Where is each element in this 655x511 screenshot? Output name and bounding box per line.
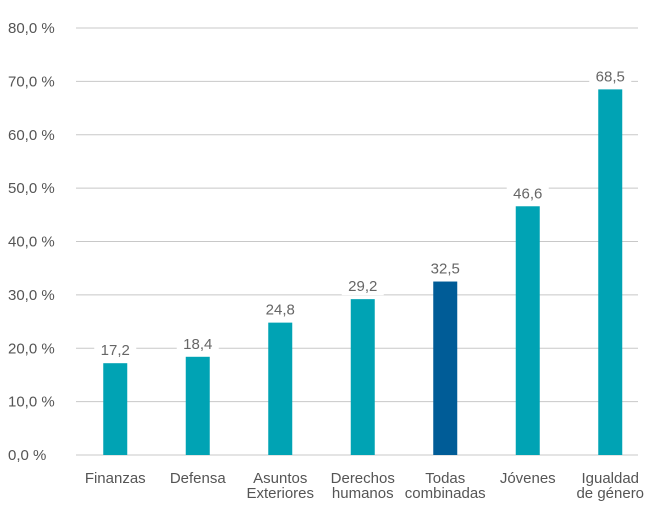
category-label: Jóvenes bbox=[500, 470, 556, 487]
category-label: Exteriores bbox=[246, 485, 314, 502]
category-label: Finanzas bbox=[85, 470, 146, 487]
value-label-background bbox=[94, 340, 137, 360]
y-tick-label: 70,0 % bbox=[8, 73, 55, 90]
category-label: humanos bbox=[332, 485, 394, 502]
bar bbox=[103, 363, 128, 455]
category-label: de género bbox=[576, 485, 644, 502]
bar bbox=[433, 281, 458, 455]
category-label: Asuntos bbox=[253, 470, 307, 487]
bar bbox=[515, 206, 540, 455]
y-tick-label: 0,0 % bbox=[8, 447, 46, 464]
bar bbox=[350, 299, 375, 455]
value-label-background bbox=[176, 333, 219, 353]
value-label: 32,5 bbox=[431, 261, 460, 278]
y-tick-label: 40,0 % bbox=[8, 234, 55, 251]
value-label: 29,2 bbox=[348, 278, 377, 295]
y-tick-label: 30,0 % bbox=[8, 287, 55, 304]
value-label-background bbox=[424, 258, 467, 278]
bars bbox=[103, 89, 623, 455]
value-label: 46,6 bbox=[513, 185, 542, 202]
y-tick-label: 50,0 % bbox=[8, 180, 55, 197]
bar bbox=[185, 356, 210, 455]
y-tick-label: 10,0 % bbox=[8, 394, 55, 411]
category-label: Derechos bbox=[331, 470, 395, 487]
y-tick-label: 80,0 % bbox=[8, 20, 55, 37]
value-label-background bbox=[341, 276, 384, 296]
bar bbox=[598, 89, 623, 455]
value-label: 17,2 bbox=[101, 342, 130, 359]
y-tick-label: 60,0 % bbox=[8, 127, 55, 144]
y-axis-tick-labels: 0,0 % 10,0 % 20,0 % 30,0 % 40,0 % 50,0 % 60,0 … bbox=[8, 20, 55, 464]
value-label: 68,5 bbox=[596, 68, 625, 85]
category-label: Todas bbox=[425, 470, 465, 487]
category-label: Igualdad bbox=[581, 470, 639, 487]
value-label-background bbox=[589, 66, 632, 86]
value-label-background bbox=[506, 183, 549, 203]
value-label: 24,8 bbox=[266, 302, 295, 319]
value-label: 18,4 bbox=[183, 336, 212, 353]
value-label-background bbox=[259, 299, 302, 319]
y-tick-label: 20,0 % bbox=[8, 340, 55, 357]
category-label: combinadas bbox=[405, 485, 486, 502]
value-labels: 17,2 18,4 24,8 29,2 32,5 46,6 68,5 bbox=[94, 66, 632, 360]
bar bbox=[268, 322, 293, 455]
gridlines bbox=[76, 27, 638, 456]
category-label: Defensa bbox=[170, 470, 227, 487]
